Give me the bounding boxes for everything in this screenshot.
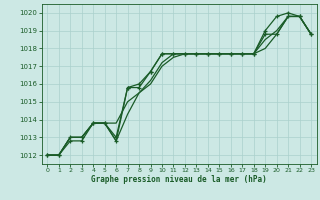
X-axis label: Graphe pression niveau de la mer (hPa): Graphe pression niveau de la mer (hPa) xyxy=(91,175,267,184)
